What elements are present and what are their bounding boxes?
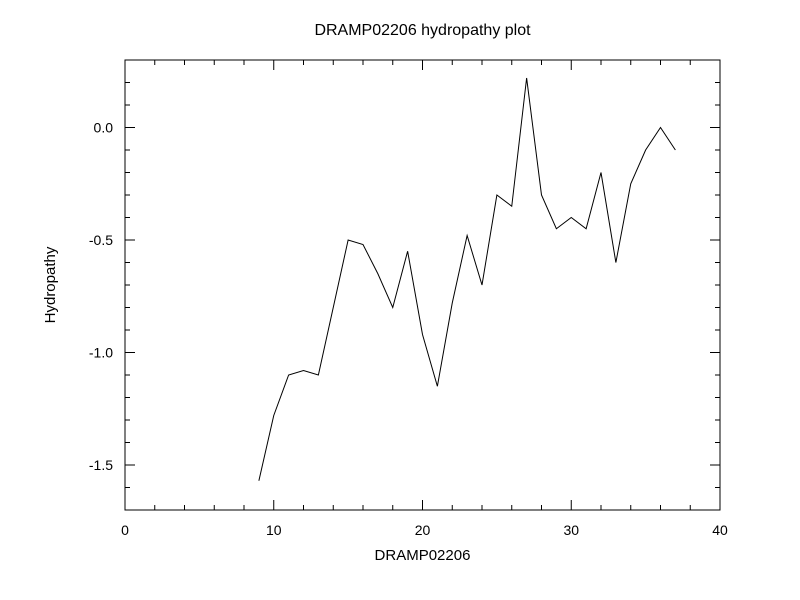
x-tick-label: 0 bbox=[121, 522, 129, 538]
hydropathy-line bbox=[259, 78, 676, 481]
y-axis-label: Hydropathy bbox=[42, 246, 59, 323]
x-tick-label: 30 bbox=[563, 522, 579, 538]
y-tick-label: -1.0 bbox=[89, 345, 113, 361]
y-tick-label: -0.5 bbox=[89, 232, 113, 248]
y-tick-label: -1.5 bbox=[89, 457, 113, 473]
x-tick-label: 20 bbox=[415, 522, 431, 538]
hydropathy-chart: 0 10 20 30 40 -1.5 -1.0 -0.5 0.0 DRAMP02206 hydro… bbox=[0, 0, 800, 600]
x-axis-label: DRAMP02206 bbox=[375, 547, 471, 564]
plot-box bbox=[125, 60, 720, 510]
x-tick-label: 10 bbox=[266, 522, 282, 538]
chart-title: DRAMP02206 hydropathy plot bbox=[314, 22, 531, 39]
chart-svg: 0 10 20 30 40 -1.5 -1.0 -0.5 0.0 DRAMP02206 hydro… bbox=[0, 0, 800, 600]
x-tick-label: 40 bbox=[712, 522, 728, 538]
y-tick-label: 0.0 bbox=[94, 120, 114, 136]
